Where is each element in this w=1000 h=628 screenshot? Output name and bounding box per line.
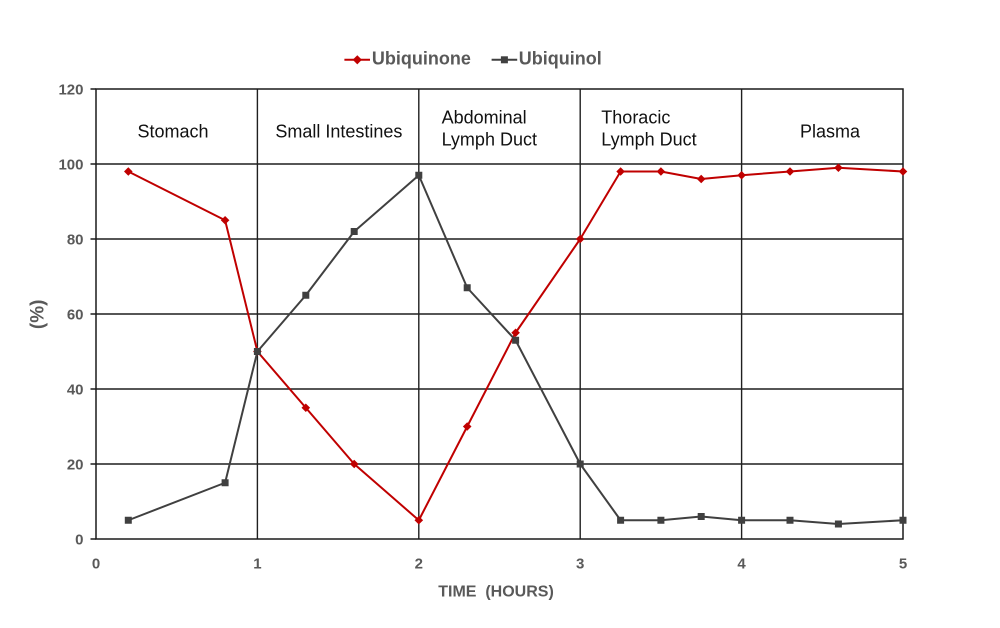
- svg-text:0: 0: [75, 531, 83, 548]
- svg-text:TIME (HOURS): TIME (HOURS): [438, 584, 554, 601]
- svg-text:20: 20: [67, 456, 84, 473]
- svg-text:40: 40: [67, 381, 84, 398]
- svg-text:1: 1: [253, 556, 261, 573]
- svg-text:Ubiquinol: Ubiquinol: [519, 49, 602, 69]
- svg-text:Lymph Duct: Lymph Duct: [601, 130, 696, 150]
- svg-text:2: 2: [415, 556, 423, 573]
- svg-text:Lymph Duct: Lymph Duct: [442, 130, 537, 150]
- svg-text:60: 60: [67, 306, 84, 323]
- svg-text:Abdominal: Abdominal: [442, 108, 527, 128]
- svg-text:Ubiquinone: Ubiquinone: [372, 49, 471, 69]
- svg-text:Small Intestines: Small Intestines: [275, 122, 402, 142]
- svg-text:100: 100: [58, 156, 83, 173]
- svg-text:(%): (%): [28, 300, 49, 330]
- svg-text:Plasma: Plasma: [800, 122, 861, 142]
- svg-text:3: 3: [576, 556, 584, 573]
- svg-text:5: 5: [899, 556, 907, 573]
- svg-text:Thoracic: Thoracic: [601, 108, 670, 128]
- svg-text:120: 120: [58, 81, 83, 98]
- svg-text:Stomach: Stomach: [137, 122, 208, 142]
- svg-text:4: 4: [737, 556, 746, 573]
- svg-text:80: 80: [67, 231, 84, 248]
- svg-text:0: 0: [92, 556, 100, 573]
